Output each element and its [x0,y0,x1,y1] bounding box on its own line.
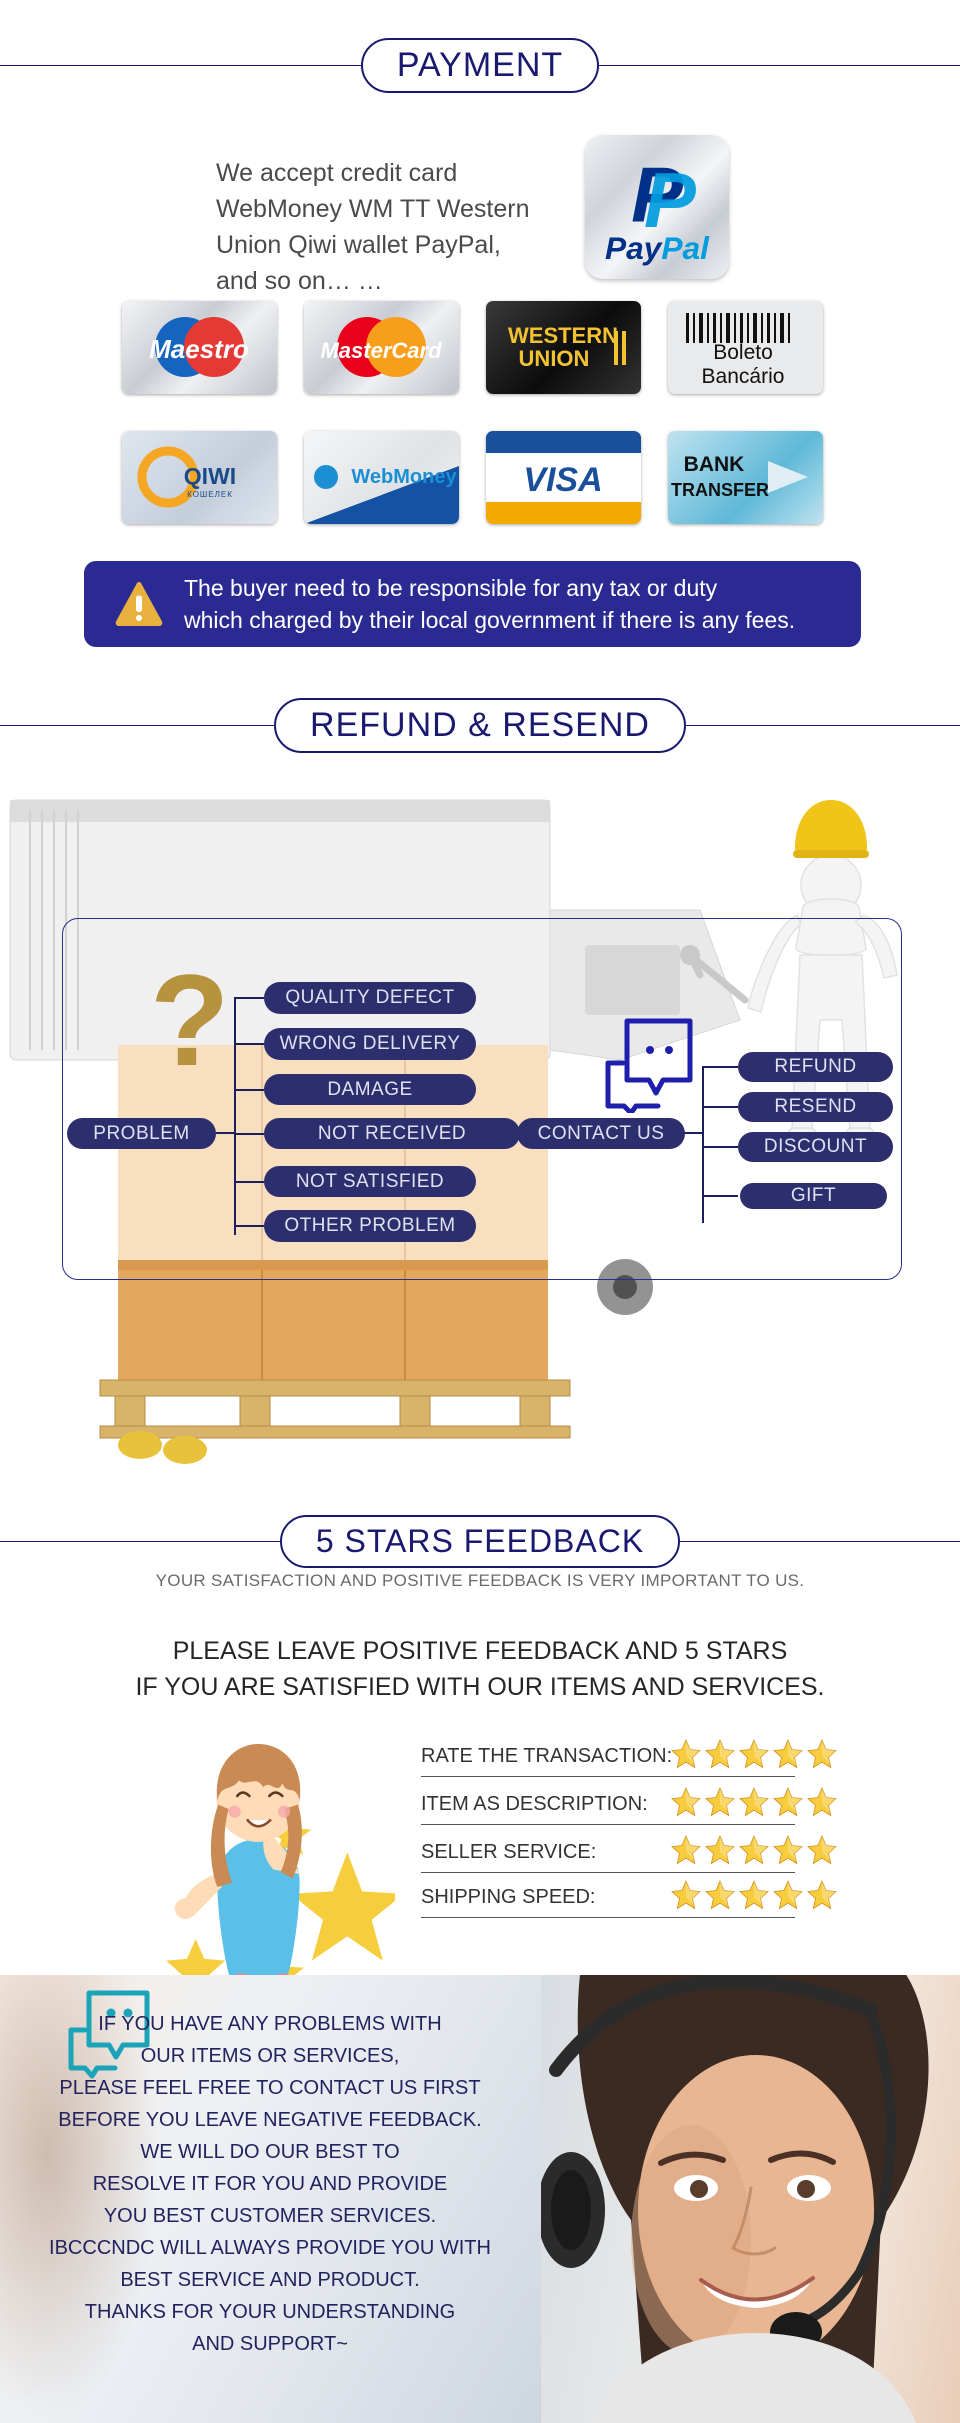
svg-text:VISA: VISA [523,461,602,499]
svg-text:MasterCard: MasterCard [320,338,442,363]
svg-text:Boleto: Boleto [713,341,773,364]
svg-text:WebMoney: WebMoney [351,466,457,488]
svg-text:WESTERN: WESTERN [508,323,618,348]
svg-text:QIWI: QIWI [184,463,236,489]
svg-text:КОШЕЛЕК: КОШЕЛЕК [187,490,233,499]
svg-text:BANK: BANK [684,453,745,476]
svg-text:UNION: UNION [519,346,590,371]
svg-text:Bancário: Bancário [702,365,785,388]
svg-text:TRANSFER: TRANSFER [671,480,769,500]
svg-text:Maestro: Maestro [149,334,249,364]
svg-text:PayPal: PayPal [605,230,710,266]
